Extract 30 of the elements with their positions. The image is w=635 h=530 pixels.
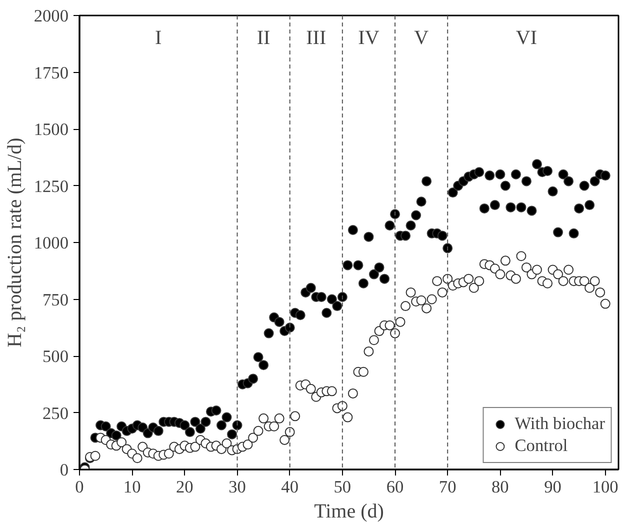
x-tick-label: 70: [438, 478, 456, 496]
x-tick-label: 50: [334, 478, 352, 496]
x-tick-label: 90: [544, 478, 562, 496]
annotation: IV: [358, 27, 380, 50]
annotation: VI: [516, 27, 538, 50]
annotation: V: [414, 27, 430, 50]
annotation: III: [306, 27, 326, 50]
x-tick-label: 40: [281, 478, 299, 496]
y-tick-label: 1250: [34, 176, 68, 196]
y-tick-label: 1500: [34, 120, 68, 139]
y-tick-label: 750: [42, 290, 69, 310]
y-tick-label: 1000: [34, 234, 68, 252]
x-tick-label: 100: [592, 478, 618, 496]
x-axis-title: Time (d): [314, 500, 384, 522]
annotation: I: [155, 27, 162, 50]
x-tick-label: 80: [492, 478, 509, 496]
y-tick-label: 500: [42, 347, 69, 366]
x-tick-label: 20: [176, 478, 194, 496]
y-tick-label: 1750: [34, 63, 68, 82]
x-tick-label: 10: [123, 478, 141, 496]
x-tick-label: 60: [386, 478, 404, 496]
x-tick-label: 0: [75, 478, 84, 496]
y-axis-title: H₂ production rate (mL/d): [4, 138, 26, 348]
x-tick-label: 30: [228, 478, 246, 496]
legend-label: Control: [514, 436, 568, 456]
y-tick-label: 250: [42, 404, 69, 423]
legend-label: With biochar: [514, 414, 605, 434]
annotation: II: [256, 27, 270, 50]
y-tick-label: 2000: [34, 6, 68, 26]
y-tick-label: 0: [60, 460, 69, 480]
